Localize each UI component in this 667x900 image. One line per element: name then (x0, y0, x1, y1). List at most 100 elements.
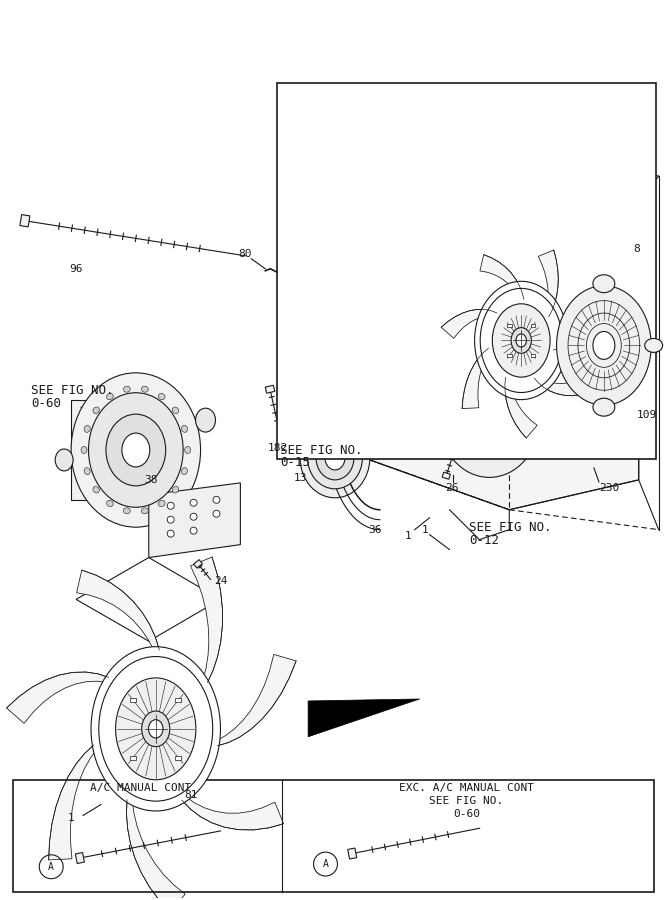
Ellipse shape (556, 285, 651, 405)
Ellipse shape (396, 196, 404, 206)
Polygon shape (20, 214, 30, 227)
Polygon shape (191, 557, 222, 682)
Ellipse shape (190, 500, 197, 507)
Text: 24: 24 (213, 577, 227, 587)
Bar (71, 400, 161, 500)
Ellipse shape (195, 409, 215, 432)
Ellipse shape (185, 446, 191, 454)
Polygon shape (265, 385, 275, 393)
Text: 1: 1 (68, 814, 75, 824)
Ellipse shape (593, 274, 615, 292)
Ellipse shape (55, 449, 73, 471)
Bar (130, 756, 136, 760)
Text: SEE FIG NO.: SEE FIG NO. (430, 796, 504, 806)
Ellipse shape (325, 446, 345, 470)
Ellipse shape (172, 407, 179, 414)
Ellipse shape (149, 720, 163, 738)
Ellipse shape (123, 386, 130, 392)
Ellipse shape (213, 496, 220, 503)
Ellipse shape (84, 468, 90, 474)
Text: A: A (323, 860, 328, 869)
Text: 182: 182 (268, 443, 288, 453)
Ellipse shape (316, 436, 354, 480)
Ellipse shape (516, 334, 526, 347)
Polygon shape (370, 147, 639, 509)
Text: SEE FIG NO.: SEE FIG NO. (470, 521, 552, 535)
Polygon shape (480, 255, 524, 301)
Ellipse shape (167, 530, 174, 537)
Ellipse shape (475, 282, 568, 400)
Polygon shape (149, 483, 240, 558)
Text: 0-15: 0-15 (280, 456, 310, 470)
Ellipse shape (167, 517, 174, 523)
Text: SEE FIG NO.: SEE FIG NO. (31, 383, 114, 397)
Ellipse shape (492, 304, 550, 377)
Text: 38: 38 (144, 475, 157, 485)
Ellipse shape (141, 711, 170, 747)
Ellipse shape (84, 426, 90, 432)
Text: EXC. A/C MANUAL CONT: EXC. A/C MANUAL CONT (399, 783, 534, 793)
Polygon shape (127, 799, 185, 900)
Bar (508, 324, 512, 327)
Text: 0-12: 0-12 (470, 534, 500, 547)
Ellipse shape (379, 313, 391, 328)
Polygon shape (76, 558, 221, 641)
Polygon shape (462, 348, 492, 409)
Bar (130, 698, 136, 702)
Ellipse shape (93, 407, 99, 414)
Ellipse shape (396, 181, 404, 191)
Polygon shape (75, 852, 85, 863)
Ellipse shape (307, 428, 362, 489)
Ellipse shape (190, 513, 197, 520)
Ellipse shape (71, 373, 201, 527)
Polygon shape (441, 310, 497, 338)
Polygon shape (348, 848, 357, 860)
Ellipse shape (593, 331, 615, 359)
Bar (175, 698, 181, 702)
Ellipse shape (645, 338, 662, 353)
Ellipse shape (158, 500, 165, 507)
Ellipse shape (167, 502, 174, 509)
Text: 0-60: 0-60 (453, 809, 480, 819)
Polygon shape (193, 560, 202, 568)
Polygon shape (215, 654, 296, 746)
Text: 0-60: 0-60 (31, 397, 61, 410)
Ellipse shape (391, 385, 399, 395)
Polygon shape (505, 377, 537, 438)
Ellipse shape (141, 508, 148, 514)
Ellipse shape (158, 393, 165, 400)
Bar (13, 779, 654, 892)
Ellipse shape (89, 392, 183, 508)
Text: 109: 109 (636, 410, 657, 420)
Ellipse shape (386, 346, 394, 356)
Ellipse shape (172, 486, 179, 493)
Bar (531, 324, 535, 327)
Polygon shape (652, 346, 658, 353)
Ellipse shape (99, 656, 213, 801)
Text: 1: 1 (404, 531, 411, 541)
Text: 96: 96 (69, 264, 83, 274)
Polygon shape (77, 570, 159, 652)
Text: 81: 81 (184, 790, 197, 800)
Text: 13: 13 (293, 472, 307, 483)
Text: 230: 230 (599, 482, 619, 493)
Ellipse shape (106, 414, 165, 486)
Polygon shape (182, 796, 283, 830)
Polygon shape (442, 472, 450, 480)
Bar (277, 83, 656, 459)
Ellipse shape (440, 363, 539, 477)
Polygon shape (49, 745, 97, 860)
Ellipse shape (91, 647, 221, 811)
Text: 1: 1 (422, 525, 428, 535)
Text: SEE FIG NO.: SEE FIG NO. (280, 444, 363, 456)
Ellipse shape (190, 527, 197, 534)
Ellipse shape (379, 213, 391, 229)
Polygon shape (534, 375, 589, 396)
Ellipse shape (107, 500, 113, 507)
Ellipse shape (511, 328, 532, 354)
Polygon shape (538, 250, 558, 317)
Ellipse shape (115, 678, 196, 779)
Ellipse shape (93, 486, 99, 493)
Ellipse shape (107, 393, 113, 400)
Ellipse shape (593, 398, 615, 416)
